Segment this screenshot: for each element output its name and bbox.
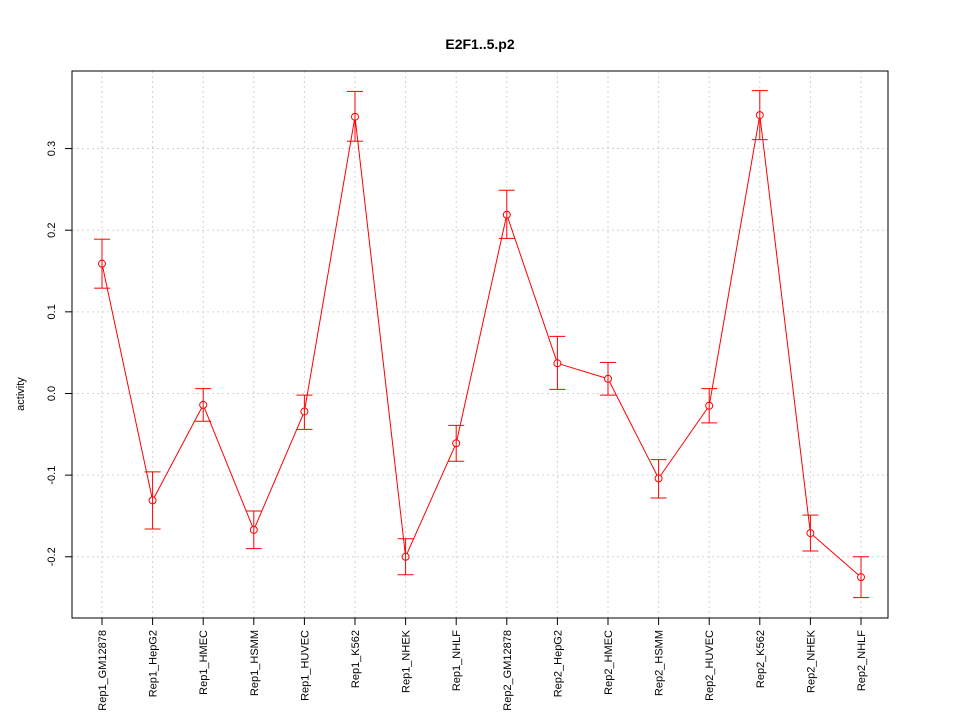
data-point bbox=[148, 496, 157, 505]
y-tick-label: 0.3 bbox=[46, 141, 58, 156]
x-tick-label: Rep1_HepG2 bbox=[148, 630, 160, 697]
data-point bbox=[300, 407, 309, 416]
data-point bbox=[502, 210, 511, 219]
x-tick-label: Rep1_HSMM bbox=[249, 630, 261, 696]
x-tick-label: Rep1_HMEC bbox=[198, 630, 210, 695]
data-point bbox=[604, 374, 612, 383]
series-line-segment bbox=[153, 407, 203, 498]
x-tick-label: Rep2_HSMM bbox=[654, 630, 666, 696]
data-point bbox=[98, 259, 106, 268]
data-point bbox=[705, 401, 714, 410]
series-line-segment bbox=[709, 118, 760, 403]
data-point bbox=[351, 112, 359, 121]
data-point bbox=[857, 573, 865, 582]
series-line-segment bbox=[456, 217, 507, 440]
x-tick-label: Rep2_HepG2 bbox=[552, 630, 564, 697]
y-tick-label: 0.2 bbox=[46, 223, 58, 238]
x-tick-label: Rep2_GM12878 bbox=[502, 630, 514, 711]
series-line-segment bbox=[560, 363, 605, 379]
x-tick-label: Rep1_K562 bbox=[350, 630, 362, 688]
x-tick-label: Rep2_NHLF bbox=[856, 630, 868, 691]
series-line-segment bbox=[102, 266, 153, 498]
data-point bbox=[199, 400, 208, 409]
data-point bbox=[654, 474, 663, 483]
y-tick-label: 0.0 bbox=[46, 386, 58, 401]
series-line-segment bbox=[204, 407, 253, 527]
x-tick-label: Rep1_NHLF bbox=[451, 630, 463, 691]
y-tick-label: 0.1 bbox=[46, 304, 58, 319]
x-tick-label: Rep1_HUVEC bbox=[299, 630, 311, 701]
y-axis: -0.2 -0.1 0.0 0.1 0.2 0.3 bbox=[46, 141, 73, 566]
x-tick-label: Rep2_HMEC bbox=[603, 630, 615, 695]
series-line-segment bbox=[812, 535, 859, 576]
chart-title: E2F1..5.p2 bbox=[445, 36, 514, 52]
x-tick-label: Rep1_NHEK bbox=[401, 629, 413, 693]
data-point bbox=[452, 439, 461, 448]
plot-frame bbox=[71, 70, 889, 619]
series-line-segment bbox=[406, 446, 456, 554]
data-point bbox=[249, 525, 258, 534]
x-tick-label: Rep1_GM12878 bbox=[97, 630, 109, 711]
series-line-segment bbox=[354, 120, 406, 554]
series-line-segment bbox=[304, 120, 355, 409]
data-point bbox=[806, 529, 815, 538]
series-line-segment bbox=[507, 217, 557, 361]
y-axis-label: activity bbox=[15, 377, 27, 411]
data-point bbox=[553, 359, 562, 368]
data-point bbox=[755, 111, 764, 120]
series-line-segment bbox=[609, 381, 658, 476]
series-line-segment bbox=[254, 414, 304, 527]
x-tick-label: Rep2_K562 bbox=[755, 630, 767, 688]
x-tick-label: Rep2_HUVEC bbox=[704, 630, 716, 701]
series bbox=[94, 90, 869, 599]
x-axis: Rep1_GM12878 Rep1_HepG2 Rep1_HMEC Rep1_HSMM… bbox=[97, 617, 868, 711]
grid bbox=[72, 71, 888, 618]
series-line-segment bbox=[759, 118, 811, 530]
series-line-segment bbox=[660, 408, 708, 476]
x-tick-label: Rep2_NHEK bbox=[805, 629, 817, 693]
y-tick-label: -0.1 bbox=[46, 466, 58, 485]
data-point bbox=[401, 552, 410, 561]
y-tick-label: -0.2 bbox=[46, 547, 58, 566]
